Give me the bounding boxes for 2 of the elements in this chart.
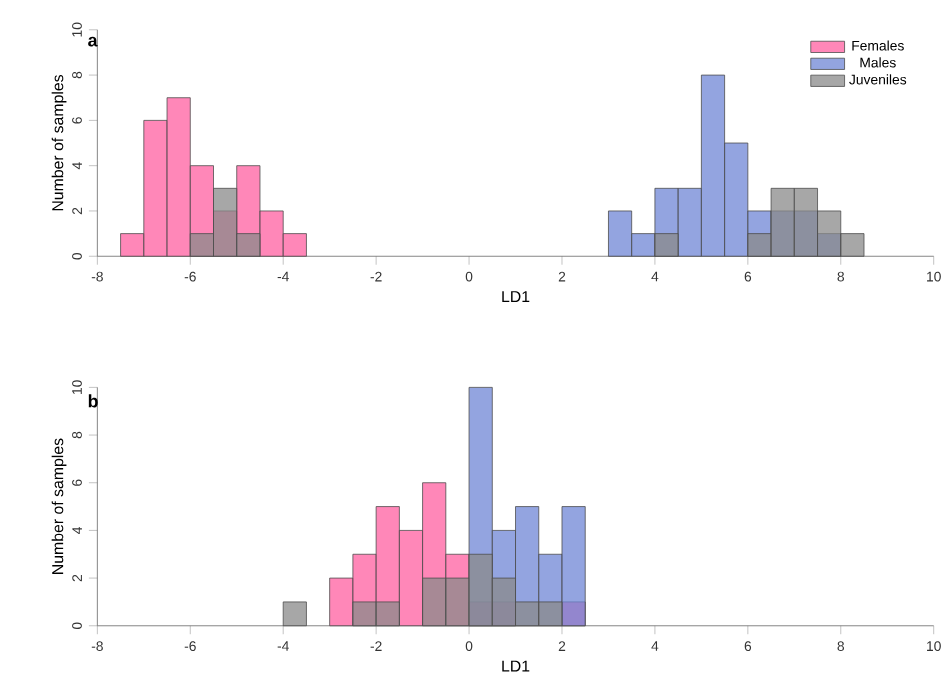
chart-title: a — [88, 37, 98, 47]
chart-title: b — [88, 394, 98, 408]
